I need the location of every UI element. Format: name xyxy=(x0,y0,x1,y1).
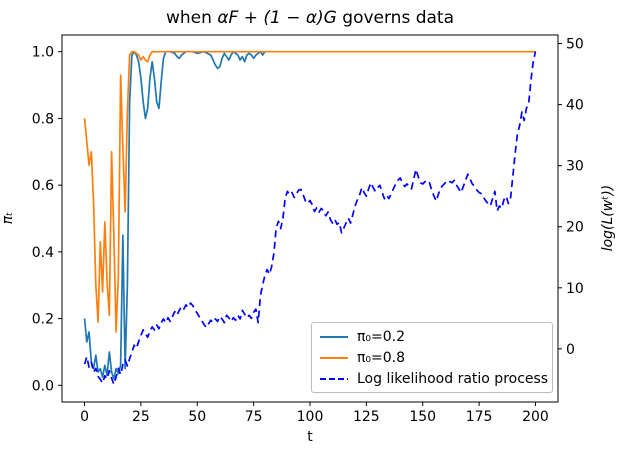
y-left-tick-label: 1.0 xyxy=(32,45,54,61)
chart-title-math: αF + (1 − α)G xyxy=(217,8,337,28)
y-left-tick-label: 0.0 xyxy=(32,378,54,394)
legend-label: π₀=0.2 xyxy=(357,328,406,345)
chart-title: when αF + (1 − α)G governs data xyxy=(62,8,558,28)
legend: π₀=0.2 π₀=0.8 Log likelihood ratio proce… xyxy=(311,322,553,393)
axes-frame xyxy=(61,34,559,403)
legend-line-sample-pi0-08 xyxy=(320,356,348,360)
x-tick-label: 175 xyxy=(466,409,493,425)
legend-line-sample-llr xyxy=(320,377,348,381)
legend-entry-llr: Log likelihood ratio process xyxy=(320,372,548,386)
chart-title-suffix: governs data xyxy=(336,8,455,28)
legend-entry-pi0-08: π₀=0.8 xyxy=(320,351,544,365)
x-tick-label: 50 xyxy=(188,409,206,425)
series-line-2 xyxy=(83,51,537,386)
y-left-tick-label: 0.2 xyxy=(32,312,54,328)
x-tick-label: 125 xyxy=(353,409,380,425)
x-tick-label: 150 xyxy=(409,409,436,425)
legend-label: Log likelihood ratio process xyxy=(357,370,549,387)
y-left-tick-label: 0.8 xyxy=(32,111,54,127)
y-right-tick-label: 10 xyxy=(566,281,584,297)
chart-title-prefix: when xyxy=(165,8,218,28)
y-right-tick-label: 40 xyxy=(566,98,584,114)
y-right-tick-label: 50 xyxy=(566,37,584,53)
y-left-tick-label: 0.6 xyxy=(32,178,54,194)
y-axis-label-right: log(L(wᵗ)) xyxy=(600,184,616,252)
x-tick-label: 0 xyxy=(80,409,89,425)
series-line-0 xyxy=(83,50,266,380)
legend-entry-pi0-02: π₀=0.2 xyxy=(320,330,544,344)
y-right-tick-label: 0 xyxy=(566,342,575,358)
series-line-1 xyxy=(83,50,536,333)
y-right-tick-label: 20 xyxy=(566,220,584,236)
y-right-tick-label: 30 xyxy=(566,159,584,175)
x-tick-label: 200 xyxy=(522,409,549,425)
x-axis-label: t xyxy=(307,429,313,445)
x-tick-label: 100 xyxy=(297,409,324,425)
y-axis-label-left: πₜ xyxy=(0,211,16,225)
legend-line-sample-pi0-02 xyxy=(320,335,348,339)
x-tick-label: 25 xyxy=(132,409,150,425)
y-left-tick-label: 0.4 xyxy=(32,245,54,261)
legend-label: π₀=0.8 xyxy=(357,349,406,366)
x-tick-label: 75 xyxy=(245,409,263,425)
